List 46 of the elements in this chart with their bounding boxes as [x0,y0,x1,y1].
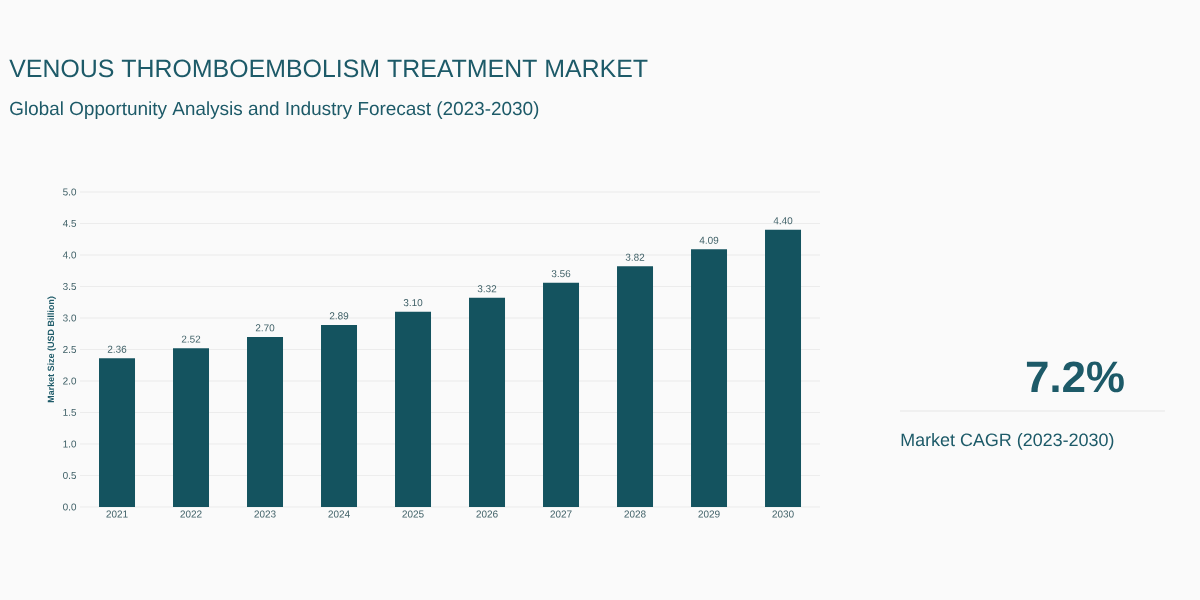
data-label: 3.82 [625,253,645,261]
x-tick-label: 2025 [402,510,424,518]
text: 5.0 [63,188,77,196]
data-label: 3.10 [403,299,423,307]
chart-title: VENOUS THROMBOEMBOLISM TREATMENT MARKET [9,59,648,78]
bar [543,282,580,507]
bar [247,336,284,507]
bar [469,297,506,507]
x-tick-label: 2026 [476,510,498,518]
x-tick-label: 2022 [180,510,202,518]
data-label: 2.36 [107,345,127,353]
text: 0.0 [63,503,77,511]
text: 2.0 [63,377,77,385]
data-label: 4.09 [699,236,719,244]
x-tick-label: 2023 [254,510,276,518]
text: 0.5 [63,471,77,480]
bar [321,324,358,507]
bar [99,358,136,507]
bar [395,311,432,507]
x-tick-label: 2028 [624,510,646,518]
data-label: 2.52 [181,335,201,343]
bar [691,249,728,507]
text: Market CAGR (2023-2030) [901,432,1114,450]
text: 4.5 [62,220,77,227]
text: 3.0 [63,314,77,322]
chart-subtitle: Global Opportunity Analysis and Industry Forecast (2023-2030) [10,101,539,119]
bar [617,266,654,507]
text: 1.0 [63,440,77,448]
text: 3.5 [63,282,77,291]
x-tick-label: 2024 [328,510,350,518]
data-label: 2.89 [329,312,349,320]
data-label: 2.70 [255,324,275,332]
y-axis-title: Market Size (USD Billion) [47,296,56,403]
text: 4.0 [62,251,77,259]
bar [173,348,210,507]
text: 7.2% [1026,361,1124,393]
x-tick-label: 2027 [550,510,572,518]
x-tick-label: 2029 [698,510,720,518]
data-label: 4.40 [773,217,793,225]
text: 2.5 [63,345,77,354]
bar [765,229,802,507]
text: 1.5 [63,409,77,416]
x-tick-label: 2021 [106,510,128,518]
x-tick-label: 2030 [772,510,794,518]
data-label: 3.56 [551,270,571,278]
data-label: 3.32 [477,285,497,293]
